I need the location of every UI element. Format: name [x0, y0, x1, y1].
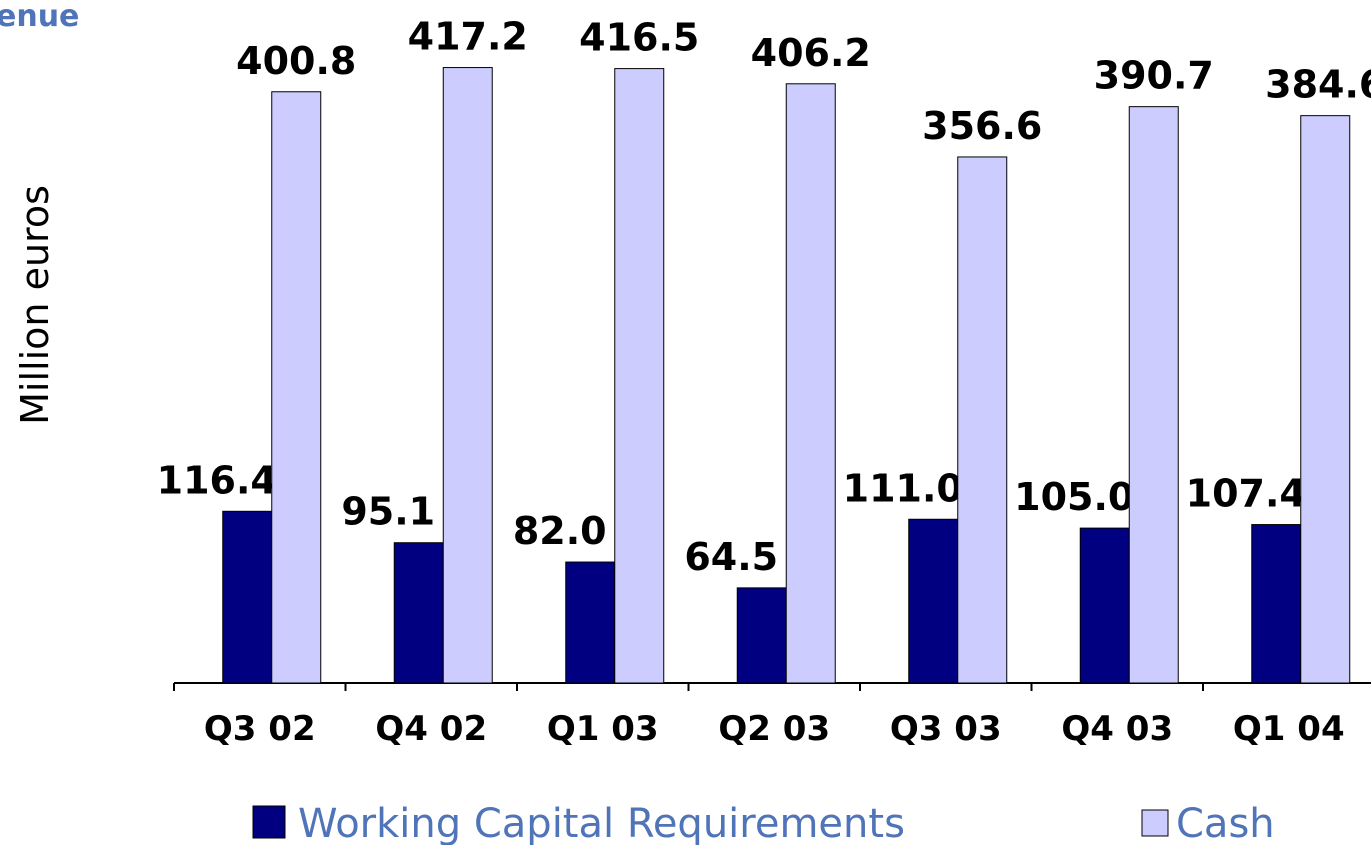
value-label: 390.7: [1094, 54, 1214, 98]
y-axis-label: Million euros: [13, 185, 57, 425]
bar: [1128, 106, 1179, 684]
x-tick-label: Q1 04: [1233, 709, 1345, 749]
bar: [1300, 115, 1351, 684]
legend-label: Cash: [1176, 801, 1275, 845]
legend-swatch: [1141, 809, 1169, 837]
bar: [736, 587, 787, 684]
bar: [785, 83, 836, 684]
legend-label: Working Capital Requirements: [298, 801, 905, 845]
legend-swatch: [252, 805, 286, 839]
x-tick-label: Q2 03: [718, 709, 830, 749]
x-tick-label: Q3 03: [890, 709, 1002, 749]
bar: [908, 518, 959, 684]
value-label: 400.8: [236, 39, 356, 83]
x-tick-label: Q4 02: [375, 709, 487, 749]
bar: [957, 156, 1008, 684]
value-label: 384.6: [1265, 63, 1371, 107]
value-label: 82.0: [513, 509, 607, 553]
value-label: 105.0: [1014, 475, 1134, 519]
value-label: 416.5: [579, 16, 699, 60]
bar: [442, 67, 493, 684]
bar: [393, 542, 444, 684]
value-label: 64.5: [684, 535, 778, 579]
value-label: 356.6: [922, 104, 1042, 148]
value-label: 107.4: [1186, 472, 1306, 516]
value-label: 406.2: [751, 31, 871, 75]
value-label: 111.0: [843, 466, 963, 510]
x-tick-label: Q1 03: [547, 709, 659, 749]
bar: [614, 68, 665, 684]
bar: [565, 561, 616, 684]
x-tick-label: Q3 02: [204, 709, 316, 749]
bar: [222, 510, 273, 684]
value-label: 116.4: [157, 458, 277, 502]
bar: [1251, 524, 1302, 684]
x-tick-label: Q4 03: [1061, 709, 1173, 749]
value-label: 417.2: [408, 15, 528, 59]
bar: [271, 91, 322, 684]
value-label: 95.1: [341, 490, 435, 534]
chart-title: enue: [0, 0, 79, 34]
bar: [1079, 527, 1130, 684]
